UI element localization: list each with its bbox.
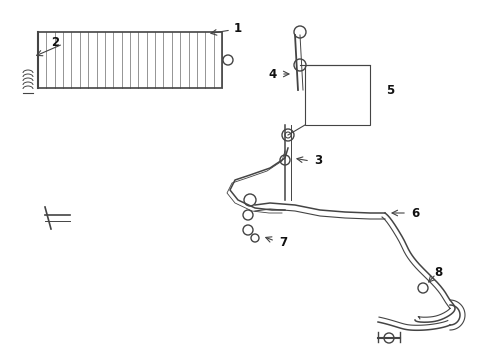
- Text: 3: 3: [313, 153, 322, 166]
- Bar: [38, 32, 222, 88]
- Text: 7: 7: [278, 235, 286, 248]
- Text: 5: 5: [385, 84, 393, 96]
- Text: 4: 4: [268, 68, 277, 81]
- Text: 6: 6: [410, 207, 418, 220]
- Bar: [305, 65, 369, 125]
- Text: 2: 2: [51, 36, 59, 49]
- Text: 1: 1: [233, 22, 242, 35]
- Text: 8: 8: [433, 266, 441, 279]
